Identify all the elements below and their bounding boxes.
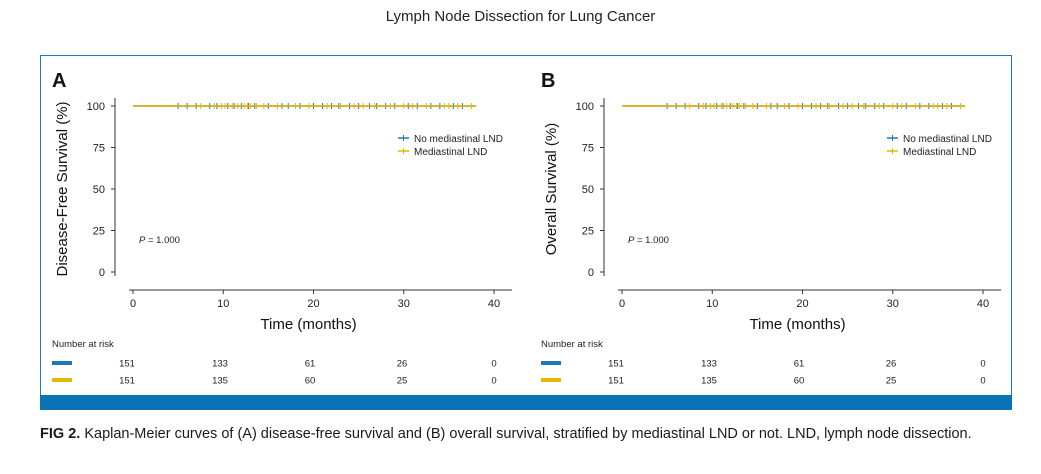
risk-count: 61 [305, 359, 316, 370]
x-tick-label: 40 [488, 298, 500, 310]
x-tick-label: 0 [619, 298, 625, 310]
caption-label: FIG 2. [40, 426, 81, 442]
p-value: P = 1.000 [139, 235, 180, 246]
y-axis-label: Disease-Free Survival (%) [54, 101, 71, 276]
risk-count: 151 [608, 376, 624, 387]
x-axis-label: Time (months) [260, 316, 356, 333]
y-tick-label: 100 [576, 101, 594, 113]
p-value-number: = 1.000 [634, 235, 669, 246]
panel-letter: B [541, 70, 555, 92]
risk-count: 60 [794, 376, 805, 387]
risk-count: 135 [701, 376, 717, 387]
figure-bottom-bar [40, 395, 1012, 410]
page-header-title: Lymph Node Dissection for Lung Cancer [385, 8, 656, 25]
x-tick-label: 30 [398, 298, 410, 310]
risk-count: 26 [886, 359, 897, 370]
risk-count: 0 [491, 376, 496, 387]
caption-text: Kaplan-Meier curves of (A) disease-free … [84, 426, 972, 442]
legend-label: Mediastinal LND [903, 147, 976, 158]
risk-count: 133 [701, 359, 717, 370]
y-tick-label: 0 [99, 267, 105, 279]
risk-row-swatch [52, 378, 72, 382]
y-tick-label: 75 [93, 143, 105, 155]
risk-count: 0 [980, 376, 985, 387]
risk-count: 151 [119, 359, 135, 370]
km-panel-b: B 0 25 50 75 100 0 10 20 30 40 Time (months) Overall… [541, 70, 1001, 387]
risk-table-header: Number at risk [52, 339, 114, 350]
y-tick-label: 100 [87, 101, 105, 113]
x-tick-label: 0 [130, 298, 136, 310]
risk-count: 0 [980, 359, 985, 370]
x-tick-label: 10 [706, 298, 718, 310]
p-value-number: = 1.000 [145, 235, 180, 246]
risk-count: 60 [305, 376, 316, 387]
risk-count: 61 [794, 359, 805, 370]
x-tick-label: 20 [796, 298, 808, 310]
legend-label: No mediastinal LND [903, 134, 992, 145]
legend-label: Mediastinal LND [414, 147, 487, 158]
y-tick-label: 50 [582, 184, 594, 196]
risk-table-header: Number at risk [541, 339, 603, 350]
km-panel-a: A 0 25 50 75 100 0 10 20 30 40 Time (months) Disease… [52, 70, 512, 387]
y-tick-label: 0 [588, 267, 594, 279]
p-value-symbol: P [628, 235, 635, 246]
panel-letter: A [52, 70, 66, 92]
x-tick-label: 40 [977, 298, 989, 310]
y-tick-label: 25 [93, 226, 105, 238]
x-tick-label: 10 [217, 298, 229, 310]
risk-count: 25 [397, 376, 408, 387]
risk-count: 135 [212, 376, 228, 387]
y-axis-label: Overall Survival (%) [543, 123, 560, 256]
x-axis-label: Time (months) [749, 316, 845, 333]
risk-count: 25 [886, 376, 897, 387]
y-tick-label: 50 [93, 184, 105, 196]
risk-count: 26 [397, 359, 408, 370]
y-tick-label: 75 [582, 143, 594, 155]
figure-caption: FIG 2. Kaplan-Meier curves of (A) diseas… [40, 424, 1012, 444]
risk-count: 133 [212, 359, 228, 370]
y-tick-label: 25 [582, 226, 594, 238]
risk-count: 151 [119, 376, 135, 387]
x-tick-label: 20 [307, 298, 319, 310]
risk-count: 151 [608, 359, 624, 370]
risk-row-swatch [541, 361, 561, 365]
p-value: P = 1.000 [628, 235, 669, 246]
x-tick-label: 30 [887, 298, 899, 310]
risk-count: 0 [491, 359, 496, 370]
risk-row-swatch [52, 361, 72, 365]
p-value-symbol: P [139, 235, 146, 246]
risk-row-swatch [541, 378, 561, 382]
legend-label: No mediastinal LND [414, 134, 503, 145]
